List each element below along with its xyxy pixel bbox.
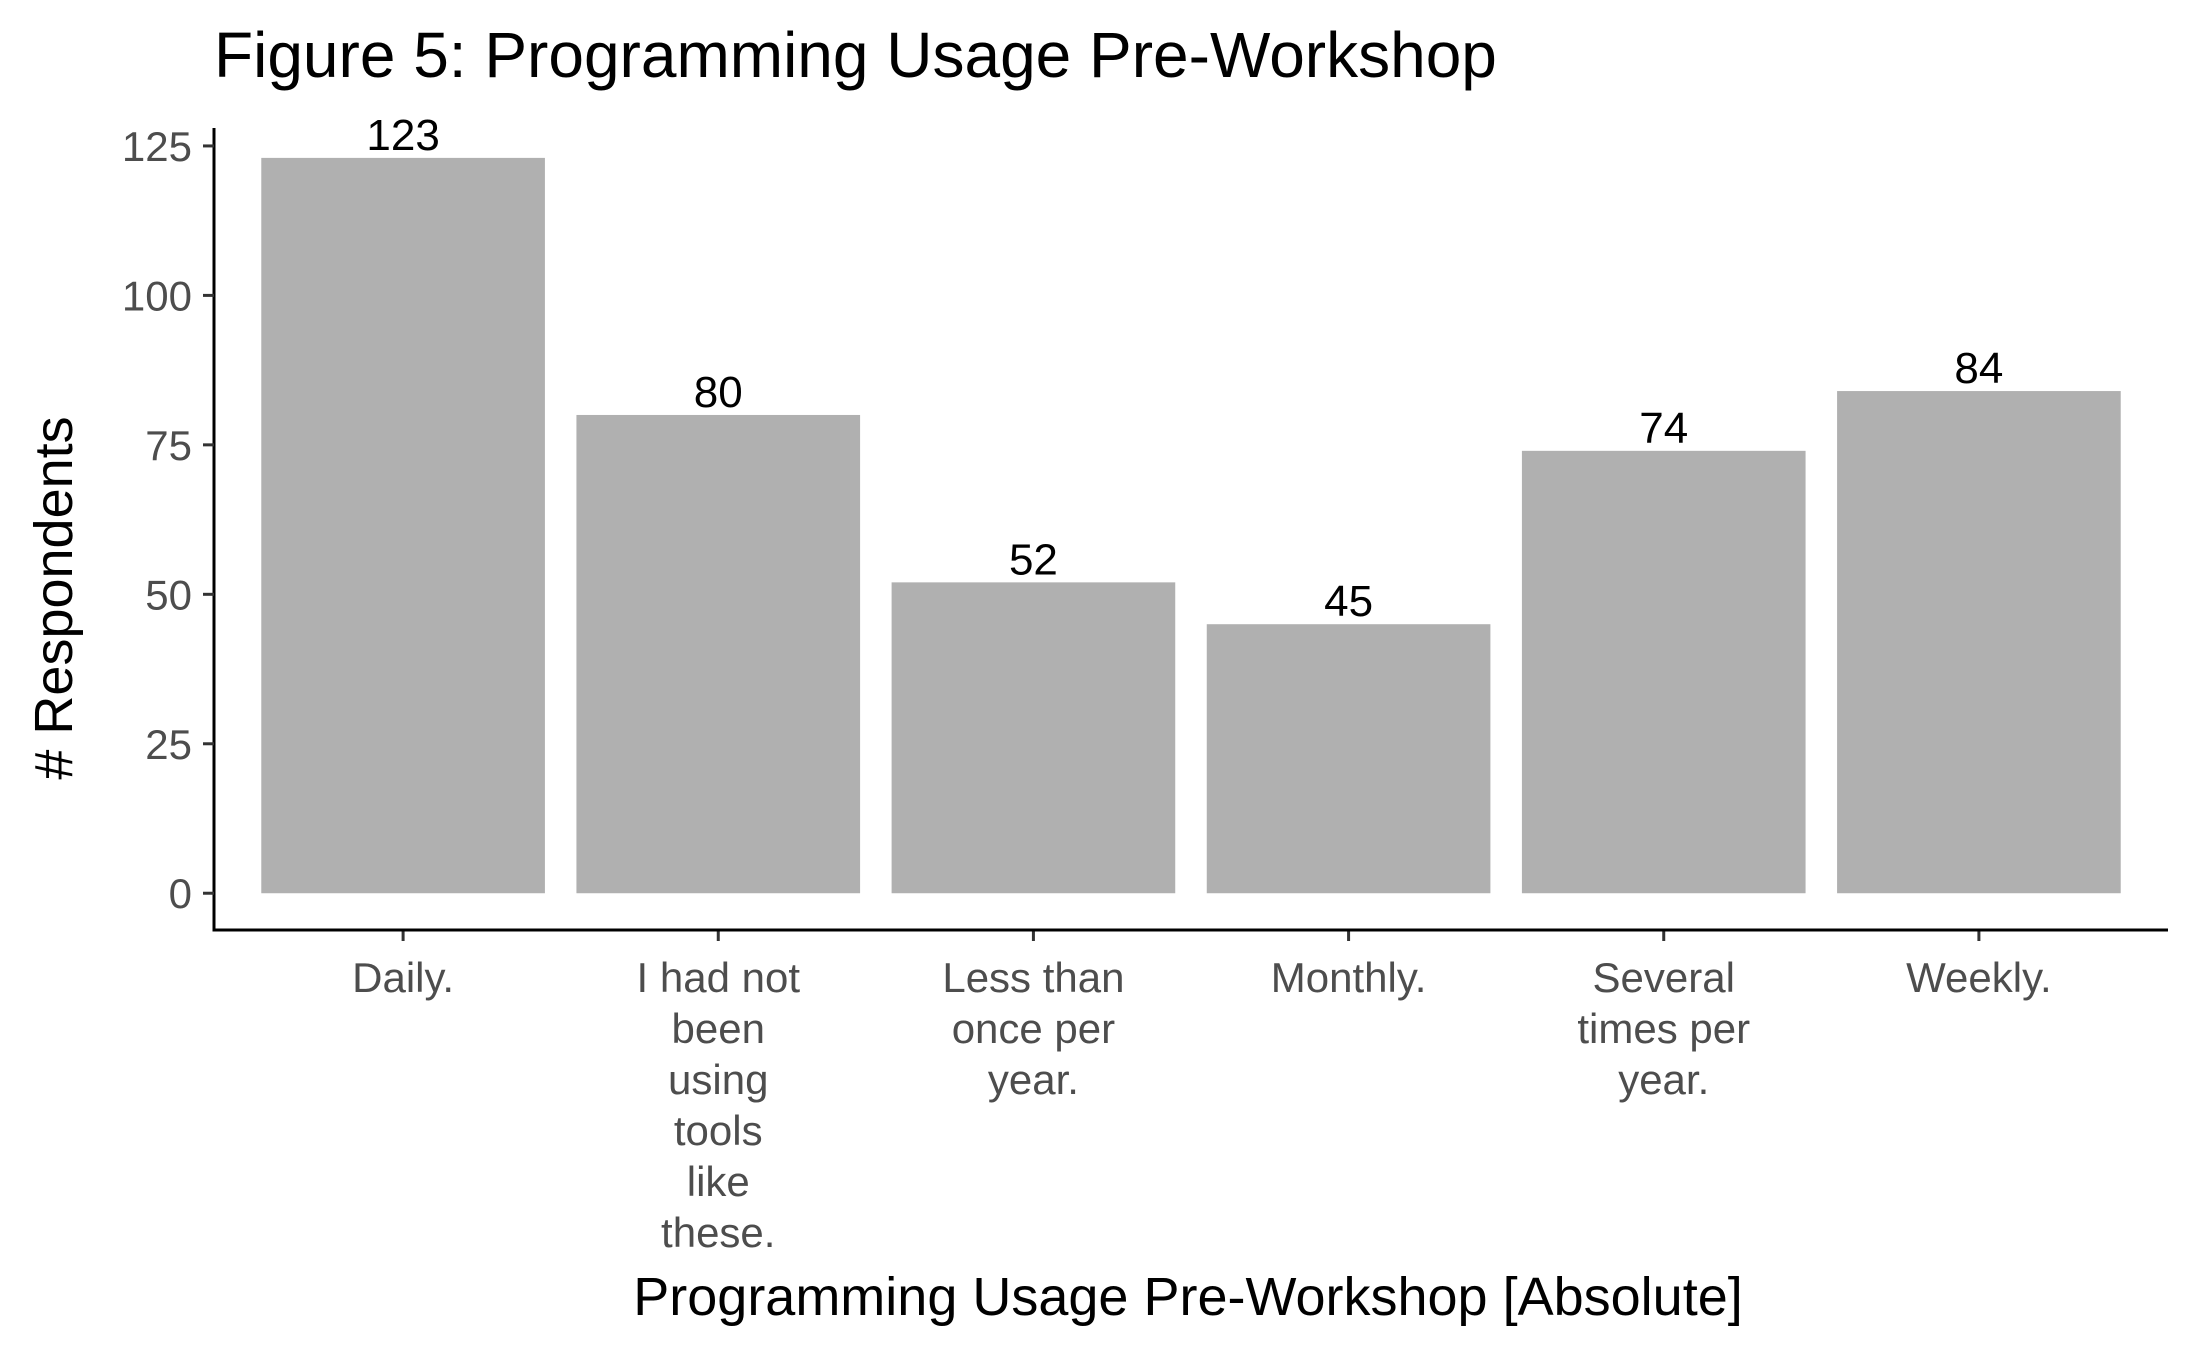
bar-6 bbox=[1837, 391, 2121, 894]
chart-title: Figure 5: Programming Usage Pre-Workshop bbox=[214, 19, 1497, 91]
y-tick-label-4: 75 bbox=[145, 422, 192, 469]
y-tick-label-5: 100 bbox=[122, 272, 192, 319]
y-axis: 0 25 50 75 100 125 bbox=[122, 123, 216, 932]
bar-5 bbox=[1521, 450, 1806, 894]
data-label-5: 74 bbox=[1639, 404, 1688, 453]
y-tick-label-3: 50 bbox=[145, 571, 192, 618]
x-tick-label-1: Daily. bbox=[352, 954, 454, 1001]
x-axis-title: Programming Usage Pre-Workshop [Absolute… bbox=[633, 1267, 1742, 1327]
y-tick-label-2: 25 bbox=[145, 721, 192, 768]
x-tick-label-4: Monthly. bbox=[1271, 954, 1427, 1001]
data-labels-layer: 123 80 52 45 74 84 bbox=[366, 111, 2003, 626]
data-label-4: 45 bbox=[1324, 577, 1373, 626]
data-label-1: 123 bbox=[366, 111, 439, 160]
x-axis: Daily. I had not been using tools like these. L… bbox=[212, 928, 2168, 1256]
data-label-3: 52 bbox=[1009, 535, 1058, 584]
y-tick-label-1: 0 bbox=[169, 870, 192, 917]
x-tick-label-6: Weekly. bbox=[1906, 954, 2051, 1001]
bar-4 bbox=[1206, 624, 1491, 894]
x-tick-label-3: Less than once per year. bbox=[942, 954, 1124, 1103]
y-tick-label-6: 125 bbox=[122, 123, 192, 170]
bar-1 bbox=[261, 157, 545, 894]
bar-3 bbox=[891, 582, 1176, 894]
x-tick-label-2: I had not been using tools like these. bbox=[637, 954, 801, 1256]
x-tick-label-5: Several times per year. bbox=[1577, 954, 1750, 1103]
data-label-2: 80 bbox=[694, 368, 743, 417]
bar-2 bbox=[576, 414, 861, 894]
data-label-6: 84 bbox=[1954, 344, 2003, 393]
bars-layer bbox=[261, 157, 2121, 894]
y-axis-title: # Respondents bbox=[24, 416, 84, 779]
